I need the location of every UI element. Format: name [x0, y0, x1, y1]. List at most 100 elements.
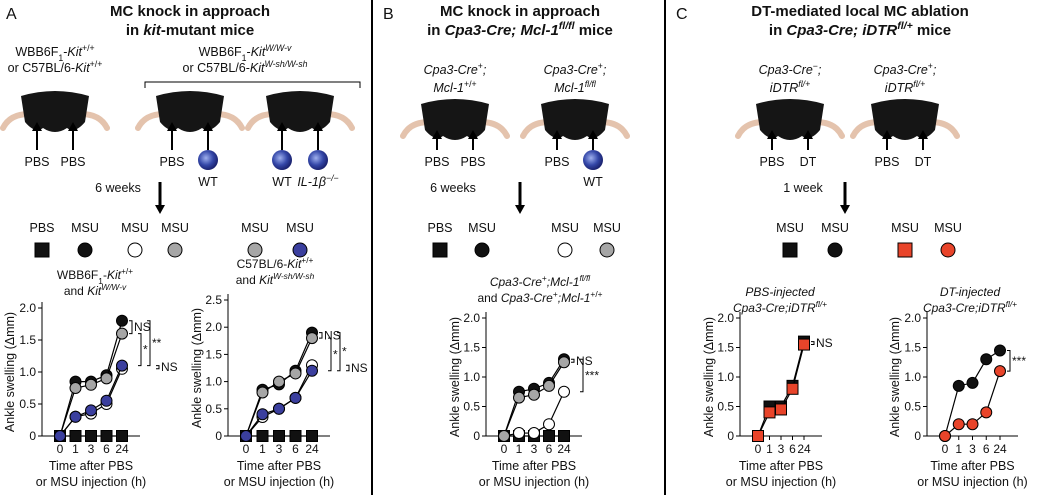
text-part: Cpa3-Cre;iDTR — [733, 301, 816, 315]
x-tick-label: 3 — [778, 442, 785, 456]
text-part: mice — [913, 22, 951, 39]
y-tick-label: 0 — [473, 429, 480, 443]
text-part: fl/+ — [798, 79, 810, 89]
x-axis-label: Time after PBS — [739, 459, 823, 473]
legend-label: PBS — [29, 221, 54, 235]
x-tick-label: 3 — [276, 442, 283, 456]
text-part: Kit — [250, 61, 265, 75]
text-part: - — [103, 268, 107, 282]
cell-icon — [198, 150, 218, 170]
text-part: PBS — [759, 155, 784, 169]
x-axis-label: Time after PBS — [237, 459, 321, 473]
significance-bracket — [571, 358, 575, 363]
y-tick-label: 1.0 — [463, 370, 480, 384]
text-part: C57BL/6- — [237, 257, 288, 271]
text-part: DT — [800, 155, 817, 169]
text-part: DT-mediated local MC ablation — [751, 3, 969, 20]
significance-bracket — [156, 365, 160, 370]
y-tick-label: 2.0 — [463, 311, 480, 325]
y-axis-label: Ankle swelling (Δmm) — [888, 317, 902, 437]
text-part: DT — [915, 155, 932, 169]
data-point — [980, 406, 993, 419]
data-point — [273, 375, 285, 388]
x-tick-label: 0 — [755, 442, 762, 456]
x-axis-label: Time after PBS — [492, 459, 576, 473]
injection-label: DT — [915, 155, 932, 169]
x-tick-label: 3 — [531, 442, 538, 456]
text-part: Mcl-1 — [554, 81, 585, 95]
significance-label: NS — [576, 354, 593, 368]
data-point — [256, 408, 269, 421]
data-point — [558, 356, 570, 369]
text-part: fl/+ — [816, 299, 828, 309]
legend-marker — [940, 242, 956, 258]
genotype-label: Mcl-1fl/fl — [554, 79, 597, 95]
chart-subtitle: Cpa3-Cre;iDTRfl/+ — [923, 299, 1017, 315]
significance-label: * — [342, 345, 347, 359]
group-bracket — [144, 81, 361, 88]
genotype-label: Cpa3-Cre+; — [544, 61, 607, 77]
data-point — [289, 391, 302, 404]
y-tick-label: 2.0 — [19, 301, 36, 315]
text-part: + — [542, 273, 547, 283]
text-part: − — [813, 61, 818, 71]
legend-marker — [599, 242, 615, 258]
legend-marker — [167, 242, 183, 258]
data-point — [69, 410, 82, 423]
y-tick-label: 0 — [727, 429, 734, 443]
x-axis-label: or MSU injection (h) — [224, 475, 334, 489]
y-tick-label: 1.5 — [717, 341, 734, 355]
injection-label: PBS — [759, 155, 784, 169]
panel-title: in kit-mutant mice — [126, 22, 254, 39]
arrow-head — [313, 122, 323, 131]
chart-subtitle: and KitW-sh/W-sh — [236, 271, 315, 287]
data-point — [558, 385, 570, 398]
x-tick-label: 24 — [115, 442, 129, 456]
y-tick-label: 1.5 — [463, 341, 480, 355]
text-part: Cpa3-Cre — [544, 63, 598, 77]
arrow-head — [552, 130, 562, 139]
panel-title: MC knock in approach — [110, 3, 270, 20]
text-part: Kit — [67, 45, 82, 59]
genotype-label: Cpa3-Cre+; — [874, 61, 937, 77]
legend-marker — [827, 242, 843, 258]
y-tick-label: 2.0 — [904, 311, 921, 325]
legend-label: MSU — [121, 221, 149, 235]
y-axis-label: Ankle swelling (Δmm) — [190, 308, 204, 428]
text-part: and — [477, 291, 500, 305]
data-point — [543, 430, 555, 442]
y-axis-label: Ankle swelling (Δmm) — [3, 312, 17, 432]
text-part: in — [769, 22, 787, 39]
significance-label: ** — [152, 336, 162, 350]
text-part: Cpa3-Cre; Mcl-1 — [445, 22, 559, 39]
text-part: iDTR — [770, 81, 798, 95]
data-point — [100, 394, 113, 407]
text-part: WT — [272, 175, 292, 189]
y-tick-label: 0.5 — [463, 400, 480, 414]
y-tick-label: 0.5 — [205, 402, 222, 416]
text-part: fl/+ — [1006, 299, 1018, 309]
legend-label: MSU — [71, 221, 99, 235]
legend-label: MSU — [241, 221, 269, 235]
arrow-head — [468, 130, 478, 139]
text-part: -mutant mice — [161, 22, 254, 39]
data-point — [85, 404, 97, 417]
injection-label: WT — [583, 175, 603, 189]
mouse-body — [756, 99, 824, 140]
data-point — [966, 418, 979, 431]
y-tick-label: 0 — [215, 429, 222, 443]
panel-letter: B — [383, 6, 394, 23]
legend-label: PBS — [427, 221, 452, 235]
x-axis-label: Time after PBS — [930, 459, 1014, 473]
arrow-head — [68, 122, 78, 131]
x-tick-label: 24 — [797, 442, 811, 456]
text-part: PBS-injected — [745, 285, 815, 299]
arrow-head — [203, 122, 213, 131]
data-point — [498, 430, 510, 442]
data-point — [786, 382, 799, 395]
text-part: Cpa3-Cre — [424, 63, 478, 77]
data-point — [306, 332, 318, 345]
text-part: Kit — [87, 284, 102, 298]
text-part: Cpa3-Cre — [490, 275, 542, 289]
y-tick-label: 0 — [29, 429, 36, 443]
